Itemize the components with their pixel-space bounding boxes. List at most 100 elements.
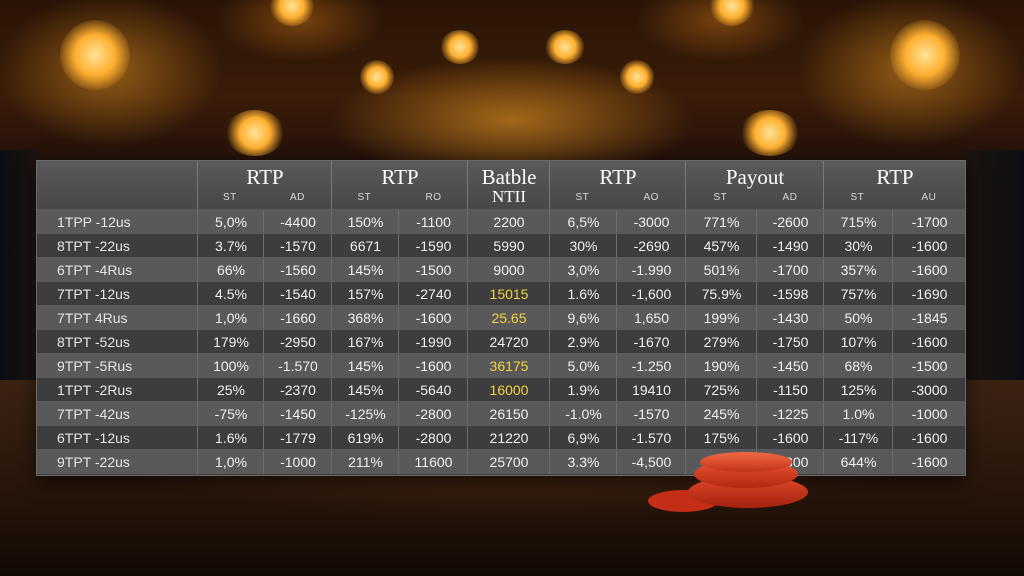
right-wall bbox=[962, 150, 1024, 390]
table-cell: 619% bbox=[331, 426, 399, 450]
table-cell: -3000 bbox=[616, 210, 686, 234]
table-cell: -1.570 bbox=[616, 426, 686, 450]
table-cell: -1500 bbox=[892, 354, 966, 378]
table-cell: -4,500 bbox=[616, 450, 686, 474]
table-cell: -2800 bbox=[398, 426, 468, 450]
ceiling-light bbox=[545, 30, 585, 64]
ceiling-light bbox=[890, 20, 960, 90]
row-label: 1TPP -12us bbox=[57, 214, 131, 230]
table-cell: 9,6% bbox=[549, 306, 617, 330]
table-cell: 75.9% bbox=[685, 282, 757, 306]
table-cell: 145% bbox=[331, 258, 399, 282]
table-cell: 1,650 bbox=[616, 306, 686, 330]
table-cell: 145% bbox=[331, 354, 399, 378]
table-cell: -1600 bbox=[892, 234, 966, 258]
table-cell: 16000 bbox=[467, 378, 550, 402]
row-label: 8TPT -52us bbox=[57, 334, 130, 350]
table-cell: 644% bbox=[823, 450, 893, 474]
table-cell: -1600 bbox=[892, 330, 966, 354]
column-group-header: Payout ST AD bbox=[685, 161, 824, 209]
table-cell: 725% bbox=[685, 378, 757, 402]
row-label: 7TPT -42us bbox=[57, 406, 130, 422]
column-subheader: ST bbox=[575, 192, 590, 203]
table-cell: -3000 bbox=[892, 378, 966, 402]
table-row: 6TPT -12us 1.6% -1779 619% -2800 21220 6,9% -1.… bbox=[37, 425, 965, 450]
column-group-title: Batble bbox=[481, 165, 537, 189]
table-cell: 1.6% bbox=[197, 426, 264, 450]
table-cell: -1600 bbox=[398, 354, 468, 378]
chandelier-lights-backdrop bbox=[0, 0, 1024, 160]
table-cell: -1225 bbox=[756, 402, 824, 426]
table-cell: -1560 bbox=[263, 258, 332, 282]
table-cell: -1990 bbox=[398, 330, 468, 354]
table-cell: 15015 bbox=[467, 282, 550, 306]
table-cell: -2800 bbox=[398, 402, 468, 426]
left-wall bbox=[0, 150, 40, 390]
row-label: 9TPT -5Rus bbox=[57, 358, 133, 374]
table-cell: 3.3% bbox=[549, 450, 617, 474]
column-subheader: AU bbox=[921, 192, 937, 203]
rtp-scoreboard: RTP ST AD RTP ST RO Batble NTII RTP ST AO Payout ST A… bbox=[36, 160, 966, 476]
table-cell: -2600 bbox=[756, 210, 824, 234]
table-cell: 167% bbox=[331, 330, 399, 354]
table-cell: 30% bbox=[549, 234, 617, 258]
table-row: 8TPT -22us 3.7% -1570 6671 -1590 5990 30% -2690… bbox=[37, 233, 965, 258]
table-cell: 66% bbox=[197, 258, 264, 282]
table-cell: -125% bbox=[331, 402, 399, 426]
table-cell: -1600 bbox=[892, 450, 966, 474]
column-group-header: Batble NTII bbox=[467, 161, 550, 209]
column-group-title: RTP bbox=[381, 165, 419, 189]
table-cell: -1450 bbox=[756, 354, 824, 378]
table-cell: 125% bbox=[823, 378, 893, 402]
table-row: 7TPT -12us 4.5% -1540 157% -2740 15015 1.6% -1,… bbox=[37, 281, 965, 306]
table-cell: 25.65 bbox=[467, 306, 550, 330]
table-cell: -1660 bbox=[263, 306, 332, 330]
table-cell: -1000 bbox=[263, 450, 332, 474]
table-cell: -1.250 bbox=[616, 354, 686, 378]
table-cell: 357% bbox=[823, 258, 893, 282]
table-cell: 211% bbox=[331, 450, 399, 474]
table-row: 9TPT -22us 1,0% -1000 211% 11600 25700 3.3% -4,… bbox=[37, 449, 965, 474]
table-cell: 179% bbox=[197, 330, 264, 354]
table-cell: -1570 bbox=[263, 234, 332, 258]
table-cell: -1.990 bbox=[616, 258, 686, 282]
ceiling-light bbox=[620, 60, 654, 94]
table-cell: -1150 bbox=[756, 378, 824, 402]
table-cell: -1670 bbox=[616, 330, 686, 354]
table-cell: -1750 bbox=[756, 330, 824, 354]
table-cell: 771% bbox=[685, 210, 757, 234]
row-label: 6TPT -4Rus bbox=[57, 262, 133, 278]
ceiling-light bbox=[740, 110, 800, 156]
table-cell: -2690 bbox=[616, 234, 686, 258]
table-cell: -1779 bbox=[263, 426, 332, 450]
table-cell: 50% bbox=[823, 306, 893, 330]
table-cell: -1570 bbox=[616, 402, 686, 426]
column-group-title: Payout bbox=[725, 165, 785, 189]
table-cell: 5.0% bbox=[549, 354, 617, 378]
table-cell: 1,0% bbox=[197, 306, 264, 330]
table-row: 8TPT -52us 179% -2950 167% -1990 24720 2.9% -16… bbox=[37, 329, 965, 354]
column-subheader: AO bbox=[643, 192, 659, 203]
table-cell: -1450 bbox=[263, 402, 332, 426]
table-cell: 19410 bbox=[616, 378, 686, 402]
table-cell: 145% bbox=[331, 378, 399, 402]
table-cell: -1540 bbox=[263, 282, 332, 306]
column-group-header: RTP ST AD bbox=[197, 161, 332, 209]
table-cell: 368% bbox=[331, 306, 399, 330]
table-cell: 24720 bbox=[467, 330, 550, 354]
table-cell: 6,9% bbox=[549, 426, 617, 450]
table-cell: 9000 bbox=[467, 258, 550, 282]
column-subheader: ST bbox=[850, 192, 865, 203]
table-cell: 3.7% bbox=[197, 234, 264, 258]
table-cell: -1000 bbox=[892, 402, 966, 426]
table-cell: 1.9% bbox=[549, 378, 617, 402]
table-cell: 11600 bbox=[398, 450, 468, 474]
table-cell: -1600 bbox=[398, 306, 468, 330]
ceiling-light bbox=[60, 20, 130, 90]
table-cell: -1598 bbox=[756, 282, 824, 306]
table-cell: 25700 bbox=[467, 450, 550, 474]
table-cell: 157% bbox=[331, 282, 399, 306]
table-cell: -1430 bbox=[756, 306, 824, 330]
column-group-title: RTP bbox=[246, 165, 284, 189]
table-cell: -2370 bbox=[263, 378, 332, 402]
